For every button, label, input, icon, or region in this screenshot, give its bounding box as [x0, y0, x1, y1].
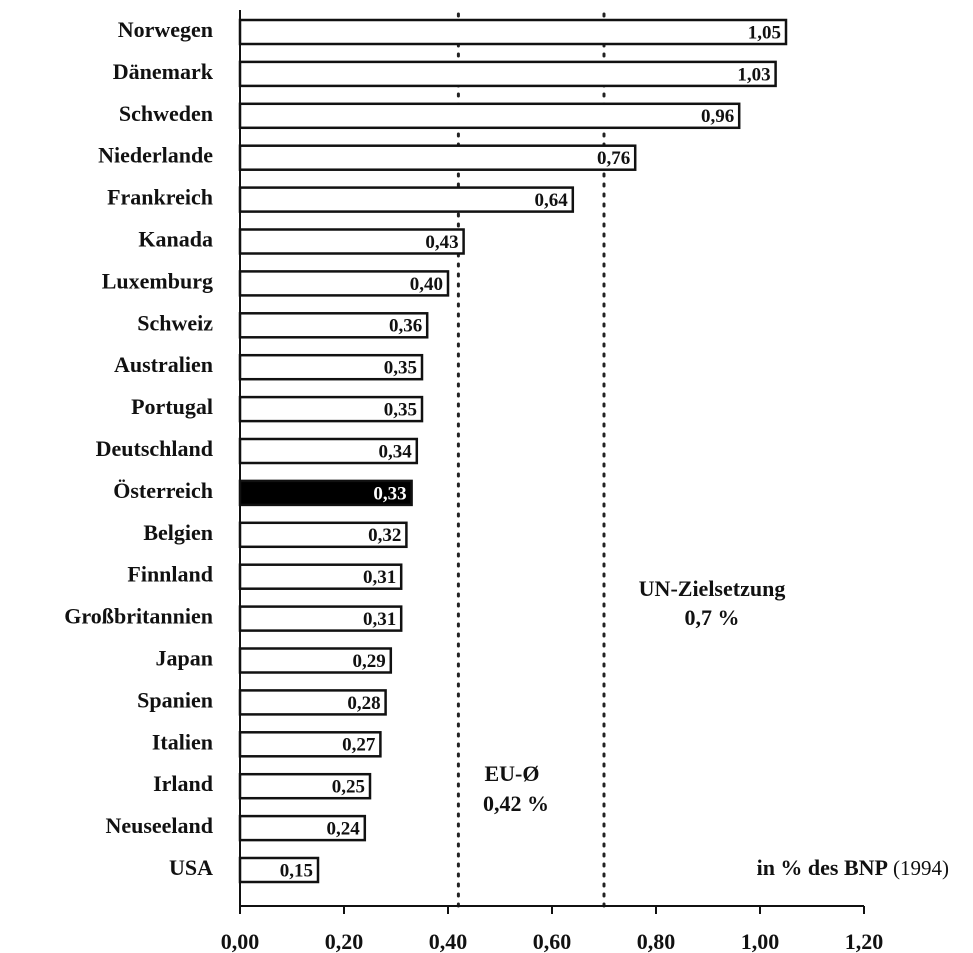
- value-label: 0,24: [327, 818, 361, 839]
- category-label: Deutschland: [96, 436, 213, 461]
- bar: [238, 772, 372, 800]
- category-label: Finnland: [127, 562, 213, 587]
- reference-label: 0,42 %: [483, 791, 549, 816]
- value-label: 0,35: [384, 358, 417, 379]
- unit-note: in % des BNP: [757, 855, 888, 880]
- value-label: 1,05: [748, 22, 781, 43]
- value-label: 0,25: [332, 777, 365, 798]
- category-label: Schweden: [119, 101, 213, 126]
- x-tick-label: 0,80: [637, 929, 676, 953]
- bar: [238, 814, 367, 842]
- category-label: Japan: [156, 646, 213, 671]
- category-label: Frankreich: [107, 185, 213, 210]
- reference-label: UN-Zielsetzung: [639, 576, 786, 601]
- bar: [238, 186, 575, 213]
- x-tick-label: 1,00: [741, 929, 780, 953]
- category-label: Australien: [114, 352, 213, 377]
- value-label: 0,33: [373, 483, 406, 504]
- value-label: 0,31: [363, 609, 396, 630]
- value-label: 0,34: [379, 441, 413, 462]
- bar: [238, 60, 777, 88]
- category-label: Norwegen: [118, 17, 213, 42]
- value-label: 0,96: [701, 106, 734, 127]
- bar: [238, 312, 429, 339]
- category-label: Portugal: [131, 394, 213, 419]
- category-label: Belgien: [143, 520, 213, 545]
- x-tick-label: 0,40: [429, 929, 468, 953]
- bar: [238, 18, 788, 46]
- bar: [238, 856, 320, 884]
- reference-label: EU-Ø: [485, 761, 540, 786]
- value-label: 0,35: [384, 399, 417, 420]
- x-tick-label: 0,60: [533, 929, 572, 953]
- x-tick-label: 0,20: [325, 929, 364, 953]
- category-label: Italien: [152, 729, 213, 754]
- bar: [238, 144, 637, 171]
- category-label: Neuseeland: [105, 813, 213, 838]
- x-tick-label: 1,20: [845, 929, 884, 953]
- value-label: 0,43: [425, 232, 458, 253]
- category-label: Kanada: [138, 227, 213, 252]
- value-label: 0,28: [347, 693, 380, 714]
- value-label: 0,76: [597, 148, 630, 169]
- value-label: 0,31: [363, 567, 396, 588]
- value-label: 0,40: [410, 274, 443, 295]
- value-label: 0,32: [368, 525, 401, 546]
- value-label: 0,27: [342, 735, 376, 756]
- category-label: Spanien: [137, 687, 213, 712]
- value-label: 0,15: [280, 860, 313, 881]
- bar: [238, 102, 741, 130]
- value-label: 0,29: [353, 651, 386, 672]
- category-label: Dänemark: [113, 59, 214, 84]
- category-label: Schweiz: [137, 310, 213, 335]
- year-note: (1994): [893, 856, 949, 880]
- category-label: Österreich: [113, 478, 213, 503]
- bar: [238, 647, 393, 674]
- category-label: Niederlande: [98, 143, 213, 168]
- category-label: Großbritannien: [64, 604, 213, 629]
- category-label: Irland: [153, 771, 213, 796]
- x-tick-label: 0,00: [221, 929, 260, 953]
- category-label: USA: [169, 855, 213, 880]
- reference-label: 0,7 %: [685, 605, 740, 630]
- value-label: 0,64: [535, 190, 569, 211]
- value-label: 1,03: [737, 64, 770, 85]
- category-label: Luxemburg: [102, 268, 213, 293]
- value-label: 0,36: [389, 316, 422, 337]
